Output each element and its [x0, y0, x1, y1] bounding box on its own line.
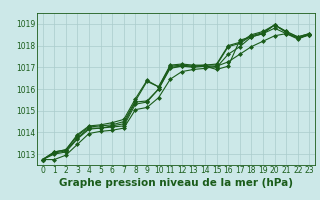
X-axis label: Graphe pression niveau de la mer (hPa): Graphe pression niveau de la mer (hPa) — [59, 178, 293, 188]
